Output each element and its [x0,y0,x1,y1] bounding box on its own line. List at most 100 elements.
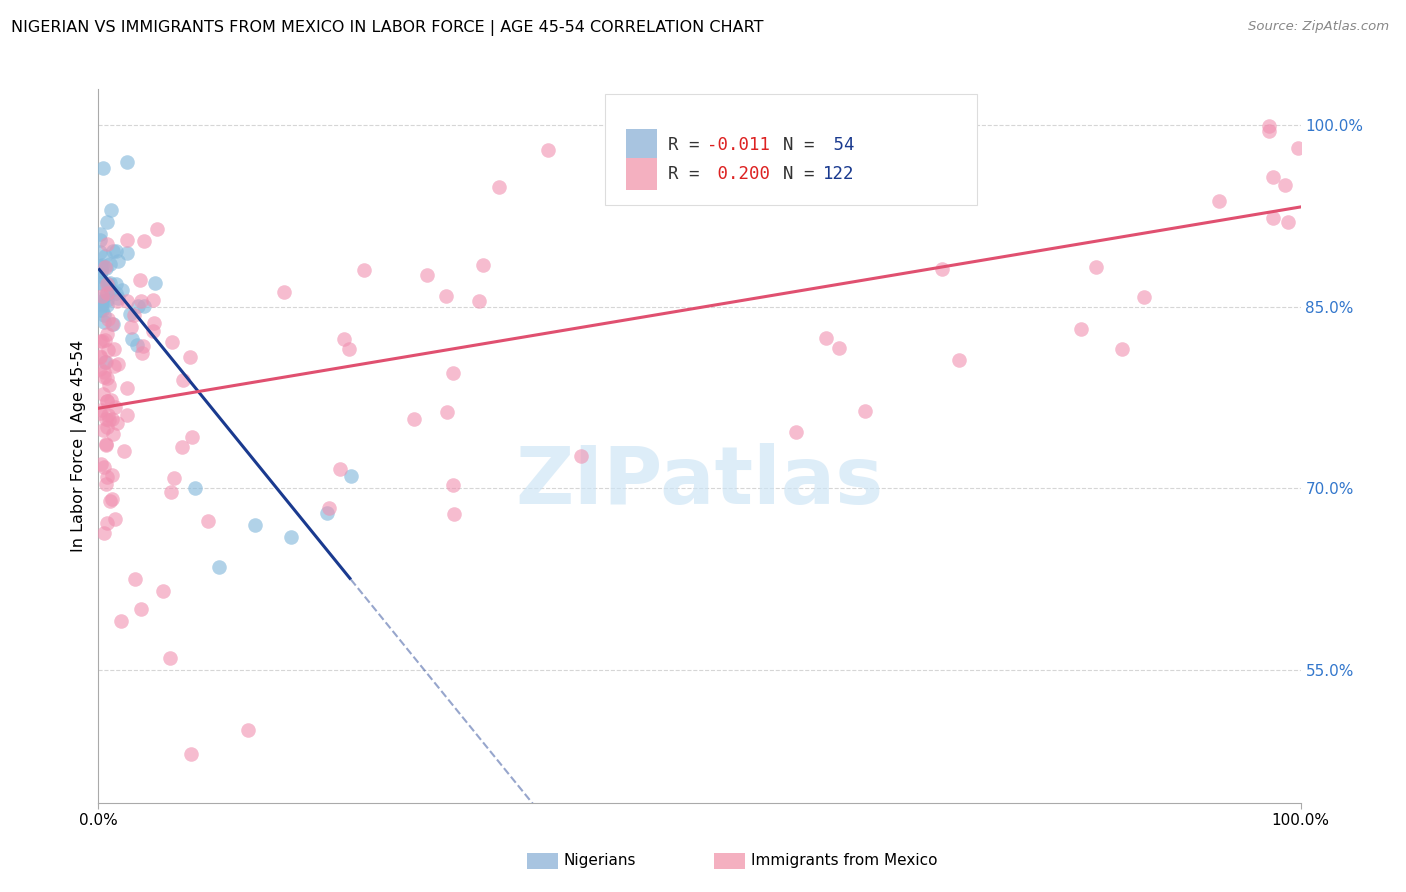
Point [142,324,165,338]
Point [93,460,115,475]
Point [90,263,112,277]
Point [143,316,166,330]
Point [89,350,111,364]
Point [89,259,111,273]
Point [97,343,120,358]
Point [90,298,112,312]
Point [1274,178,1296,192]
Point [183,481,205,495]
Point [105,293,128,308]
Point [107,357,129,371]
Point [129,273,152,287]
Point [96,516,118,530]
Point [94,436,117,450]
Point [180,430,202,444]
Point [89,334,111,348]
Point [89,260,111,274]
Point [96,394,118,409]
Point [94,355,117,369]
Y-axis label: In Labor Force | Age 45-54: In Labor Force | Age 45-54 [72,340,87,552]
Point [160,334,183,349]
Point [340,469,363,483]
Point [96,298,118,312]
Point [96,469,118,483]
Point [100,392,122,407]
Point [124,572,146,586]
Point [91,289,114,303]
Point [101,468,124,483]
Point [1258,124,1281,138]
Point [94,260,117,274]
Point [96,215,118,229]
Point [238,723,260,738]
Point [100,492,122,507]
Point [115,408,138,422]
Point [197,515,219,529]
Point [180,747,202,762]
Point [105,416,128,430]
Point [90,457,112,471]
Point [96,285,118,300]
Point [94,355,117,369]
Point [853,404,876,418]
Point [107,254,129,268]
Point [468,293,491,308]
Point [658,119,681,133]
Point [103,342,125,356]
Text: Immigrants from Mexico: Immigrants from Mexico [751,854,938,868]
Point [115,381,138,395]
Point [89,406,111,420]
Point [1288,141,1310,155]
Point [1070,322,1092,336]
Point [93,308,115,322]
Point [131,345,153,359]
Point [90,293,112,308]
Point [104,512,127,526]
Point [329,462,352,476]
Point [90,276,112,290]
Point [100,412,122,426]
Point [537,143,560,157]
Point [91,387,114,401]
Point [96,420,118,434]
Point [89,233,111,247]
Point [243,517,266,532]
Point [89,245,111,260]
Point [89,277,111,291]
Point [948,352,970,367]
Point [101,427,124,442]
Point [1111,342,1133,356]
Point [110,615,132,629]
Point [1277,215,1299,229]
Text: 0.200: 0.200 [707,165,770,183]
Point [104,400,127,414]
Point [337,342,360,356]
Point [96,237,118,252]
Point [814,331,837,345]
Point [315,506,337,520]
Point [436,405,458,419]
Point [441,366,464,380]
Point [91,302,114,317]
Text: ZIPatlas: ZIPatlas [516,442,883,521]
Point [117,233,139,247]
Point [124,309,146,323]
Text: -0.011: -0.011 [707,136,770,154]
Point [91,161,114,175]
Point [89,349,111,363]
Point [101,317,124,331]
Point [416,268,439,282]
Point [100,283,122,297]
Point [761,154,783,169]
Point [146,221,169,235]
Point [100,203,122,218]
Point [94,249,117,263]
Point [1133,290,1156,304]
Point [120,320,142,334]
Point [103,317,125,331]
Point [94,412,117,426]
Point [273,285,295,299]
Point [1208,194,1230,209]
Point [134,299,156,313]
Point [93,370,115,384]
